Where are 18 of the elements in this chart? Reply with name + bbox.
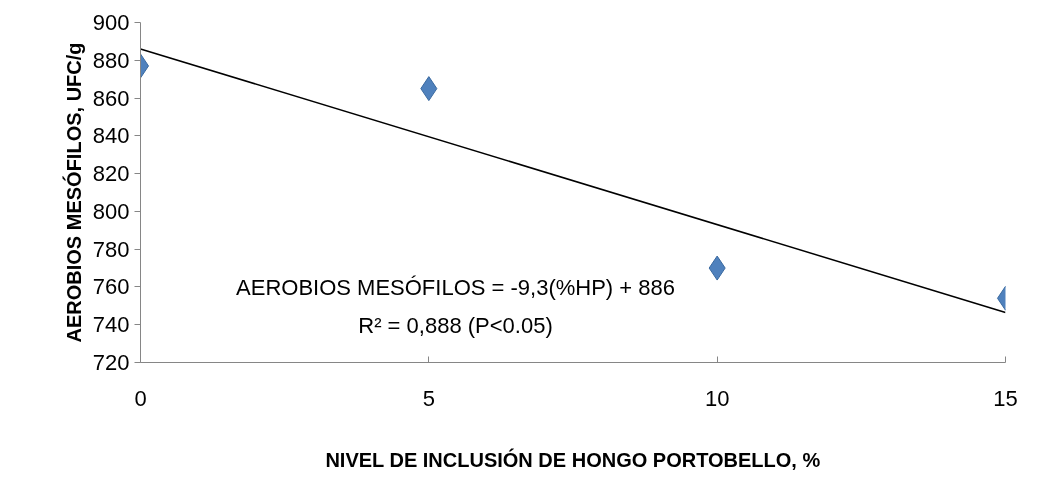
- annotation: AEROBIOS MESÓFILOS = -9,3(%HP) + 886: [236, 274, 675, 300]
- x-tick-label: 5: [422, 385, 435, 411]
- y-tick-label: 840: [92, 123, 130, 149]
- y-tick-label: 720: [92, 350, 130, 375]
- y-tick-label: 740: [92, 312, 130, 338]
- x-tick-label: 10: [704, 385, 730, 411]
- y-tick-label: 860: [92, 85, 130, 111]
- x-axis-title: NIVEL DE INCLUSIÓN DE HONGO PORTOBELLO, %: [325, 447, 821, 471]
- y-tick-label: 900: [92, 10, 130, 35]
- y-tick-label: 800: [92, 198, 130, 224]
- y-tick-label: 760: [92, 274, 130, 300]
- y-tick-label: 780: [92, 236, 130, 262]
- annotation: R² = 0,888 (P<0.05): [358, 312, 553, 338]
- y-tick-label: 880: [92, 47, 130, 73]
- x-tick-label: 0: [134, 385, 147, 411]
- y-tick-label: 820: [92, 161, 130, 187]
- x-tick-label: 15: [993, 385, 1018, 411]
- y-axis-title: AEROBIOS MESÓFILOS, UFC/g: [61, 42, 85, 343]
